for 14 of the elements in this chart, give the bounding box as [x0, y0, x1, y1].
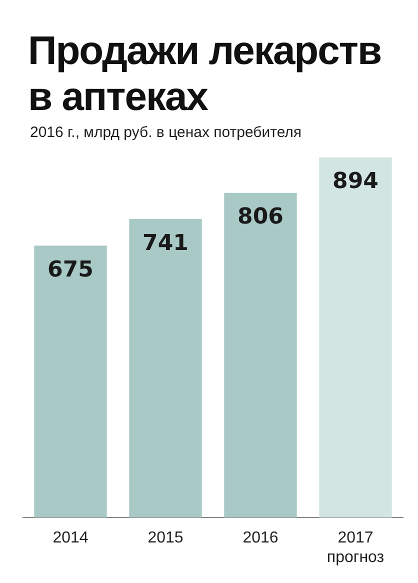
bar [129, 219, 202, 518]
chart-subtitle: 2016 г., млрд руб. в ценах потребителя [30, 124, 302, 141]
x-tick-label: 2017 прогноз [326, 530, 384, 566]
bar [224, 192, 297, 518]
data-label: 806 [238, 204, 284, 230]
x-tick-label: 2015 [148, 530, 184, 547]
data-label: 741 [142, 230, 188, 256]
data-label: 894 [332, 169, 378, 194]
x-tick-label: 2014 [52, 530, 88, 547]
bar [319, 157, 392, 518]
chart-title: Продажи лекарств в аптеках [28, 28, 382, 120]
data-label: 675 [48, 257, 94, 282]
bar [34, 246, 107, 518]
x-tick-label: 2016 [242, 530, 278, 547]
